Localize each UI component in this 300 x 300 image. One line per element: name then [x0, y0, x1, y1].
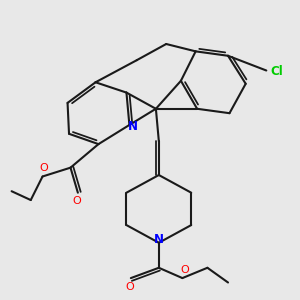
Text: N: N	[154, 233, 164, 246]
Text: Cl: Cl	[271, 64, 284, 78]
Text: O: O	[72, 196, 81, 206]
Text: O: O	[180, 265, 189, 275]
Text: O: O	[125, 282, 134, 292]
Text: O: O	[40, 163, 48, 173]
Text: N: N	[128, 120, 138, 133]
